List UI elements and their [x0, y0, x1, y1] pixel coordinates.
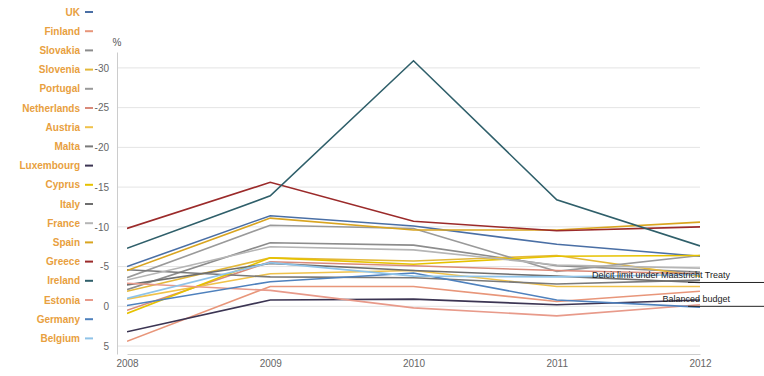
annotation-line [688, 306, 764, 307]
legend-swatch [85, 69, 93, 71]
chart: 5 0 -5 -10 -15 -20 -25 -30 2008 2009 2010 2011 2012%… [0, 0, 764, 376]
x-tick: 2010 [403, 354, 426, 369]
grid-line [117, 67, 700, 68]
legend-label: Finland [44, 26, 80, 37]
grid-line [117, 107, 700, 108]
legend-swatch [85, 30, 93, 32]
y-tick: 5 [103, 341, 117, 352]
y-tick: 0 [103, 301, 117, 312]
series-line [127, 283, 700, 316]
legend-label: Germany [37, 314, 81, 325]
legend-swatch [85, 126, 93, 128]
legend: UK Finland Slovakia Slovenia Portugal Netherl… [19, 7, 93, 344]
grid-line [117, 346, 700, 347]
legend-swatch [85, 280, 93, 282]
y-tick-label: -20 [95, 142, 110, 153]
legend-label: Netherlands [22, 103, 80, 114]
series-line [127, 61, 700, 249]
series-line [127, 182, 700, 230]
legend-label: Greece [46, 256, 80, 267]
legend-label: Ireland [47, 275, 80, 286]
x-tick: 2008 [116, 354, 139, 369]
legend-swatch [85, 184, 93, 186]
legend-swatch [85, 241, 93, 243]
annotation-line [688, 282, 764, 283]
x-tick: 2012 [689, 354, 712, 369]
x-tick: 2011 [546, 354, 568, 369]
y-tick-label: -15 [95, 182, 110, 193]
y-tick-label: 0 [103, 301, 109, 312]
y-axis-title: % [113, 37, 122, 48]
legend-label: Malta [54, 141, 80, 152]
legend-swatch [85, 145, 93, 147]
y-tick-label: -5 [100, 261, 109, 272]
legend-swatch [85, 337, 93, 339]
grid-line [117, 187, 700, 188]
series-line [127, 263, 700, 299]
y-tick-label: 5 [103, 341, 109, 352]
legend-swatch [85, 11, 93, 13]
grid [117, 68, 700, 346]
annotations: Balanced budget Delcit limit under Maastr… [592, 270, 764, 306]
legend-swatch [85, 165, 93, 167]
series-line [127, 216, 700, 267]
legend-label: Slovakia [39, 45, 80, 56]
legend-label: Estonia [44, 295, 81, 306]
legend-swatch [85, 299, 93, 301]
legend-label: Belgium [41, 333, 81, 344]
series-line [127, 286, 700, 341]
x-axis: 2008 2009 2010 2011 2012 [116, 354, 712, 369]
legend-label: Slovenia [39, 64, 81, 75]
y-tick: -20 [95, 142, 117, 153]
x-tick-label: 2011 [546, 358, 568, 369]
legend-swatch [85, 261, 93, 263]
series-line [127, 218, 700, 270]
lines [127, 61, 700, 342]
x-tick-label: 2010 [403, 358, 426, 369]
x-axis-line [128, 354, 701, 355]
x-tick: 2009 [260, 354, 283, 369]
y-tick: -25 [95, 102, 117, 113]
series-line [127, 299, 700, 332]
y-tick: -10 [95, 222, 117, 233]
legend-label: Spain [53, 237, 80, 248]
legend-label: Cyprus [46, 179, 81, 190]
y-tick-label: -10 [95, 222, 110, 233]
series-line [127, 255, 700, 313]
annotation-text: Balanced budget [662, 294, 730, 304]
y-tick-label: -30 [95, 63, 110, 74]
y-tick: -30 [95, 63, 117, 74]
legend-label: Luxembourg [19, 160, 80, 171]
y-tick: -15 [95, 182, 117, 193]
y-tick-label: -25 [95, 102, 110, 113]
x-tick-label: 2012 [689, 358, 712, 369]
legend-swatch [85, 318, 93, 320]
legend-label: France [47, 218, 80, 229]
legend-label: Austria [46, 122, 81, 133]
legend-swatch [85, 222, 93, 224]
annotation-text: Delcit limit under Maastricht Treaty [592, 270, 731, 280]
y-axis: 5 0 -5 -10 -15 -20 -25 -30 [95, 53, 118, 355]
x-tick-label: 2009 [260, 358, 283, 369]
grid-line [117, 147, 700, 148]
y-axis-line [117, 53, 118, 355]
legend-swatch [85, 88, 93, 90]
legend-label: Italy [60, 199, 80, 210]
x-tick-label: 2008 [116, 358, 139, 369]
legend-swatch [85, 203, 93, 205]
legend-label: Portugal [39, 83, 80, 94]
legend-swatch [85, 49, 93, 51]
series-line [127, 262, 700, 310]
legend-label: UK [66, 7, 81, 18]
y-tick: -5 [100, 261, 117, 272]
legend-swatch [85, 107, 93, 109]
